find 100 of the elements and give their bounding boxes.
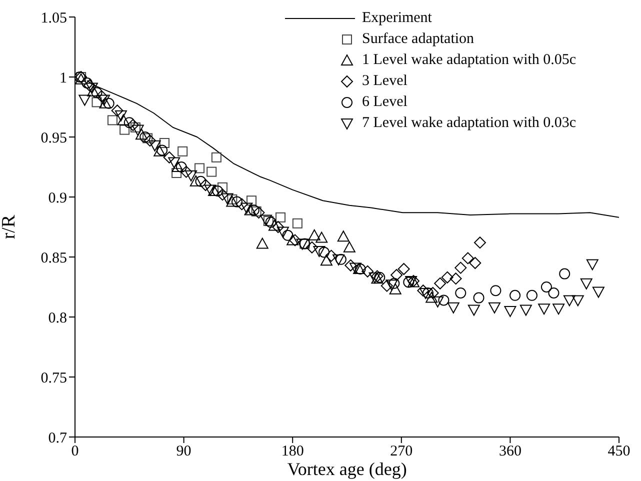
- point: [212, 186, 224, 196]
- point: [386, 280, 398, 291]
- point: [526, 290, 538, 301]
- x-tick-label: 450: [608, 444, 630, 460]
- point: [434, 277, 446, 290]
- point: [454, 262, 467, 274]
- point: [168, 157, 180, 168]
- point: [474, 236, 486, 249]
- point: [251, 206, 262, 216]
- point: [441, 271, 454, 284]
- point: [426, 287, 439, 299]
- point: [107, 115, 118, 126]
- point: [130, 122, 140, 132]
- point: [388, 278, 400, 289]
- legend-label: 6 Level: [362, 93, 408, 112]
- point: [208, 185, 220, 196]
- x-tick-label: 180: [281, 444, 304, 460]
- point: [349, 262, 362, 274]
- point: [296, 238, 308, 250]
- legend-label: 1 Level wake adaptation with 0.05c: [362, 51, 576, 70]
- point: [185, 170, 198, 182]
- point: [420, 288, 432, 299]
- point: [163, 151, 176, 164]
- legend-label: Experiment: [362, 9, 432, 28]
- point: [156, 144, 168, 156]
- point: [362, 265, 374, 278]
- point: [154, 145, 166, 156]
- point: [217, 182, 228, 192]
- point: [91, 87, 102, 98]
- point: [468, 304, 480, 316]
- x-tick-label: 270: [390, 444, 413, 460]
- point: [159, 138, 170, 148]
- point: [135, 128, 148, 140]
- point: [450, 272, 462, 285]
- point: [490, 285, 502, 296]
- point: [268, 220, 280, 231]
- point: [548, 288, 560, 298]
- point: [371, 272, 384, 284]
- point: [227, 194, 238, 204]
- point: [289, 234, 302, 246]
- point: [111, 104, 124, 117]
- point: [398, 263, 410, 275]
- point: [248, 204, 260, 216]
- point: [320, 254, 332, 266]
- point: [335, 254, 346, 265]
- point: [190, 175, 202, 186]
- point: [195, 176, 206, 187]
- point: [132, 124, 144, 136]
- point: [572, 295, 584, 306]
- point: [82, 78, 93, 88]
- point: [194, 163, 205, 174]
- point: [231, 196, 242, 208]
- point: [520, 304, 532, 316]
- point: [200, 179, 212, 191]
- point: [178, 146, 188, 156]
- y-axis-title: r/R: [0, 214, 20, 240]
- point: [180, 166, 192, 178]
- point: [252, 206, 265, 219]
- point: [488, 302, 500, 314]
- point: [236, 198, 248, 210]
- point: [263, 216, 274, 226]
- point: [344, 259, 357, 272]
- point: [226, 196, 238, 207]
- point: [563, 295, 576, 306]
- point: [286, 234, 299, 246]
- point: [117, 114, 130, 126]
- y-tick-label: 1: [60, 70, 67, 86]
- x-tick-label: 360: [498, 444, 522, 460]
- point: [103, 98, 114, 109]
- point: [292, 218, 302, 228]
- point: [504, 306, 516, 317]
- point: [172, 168, 182, 178]
- point: [78, 94, 91, 106]
- point: [316, 232, 328, 243]
- x-tick-label: 0: [71, 444, 79, 460]
- y-tick-label: 0.95: [40, 130, 67, 146]
- point: [276, 212, 286, 222]
- point: [325, 250, 338, 262]
- legend-label: 3 Level: [362, 72, 408, 91]
- point: [282, 230, 294, 241]
- point: [216, 188, 228, 201]
- point: [389, 283, 402, 294]
- point: [337, 230, 350, 242]
- point: [390, 269, 403, 281]
- point: [276, 226, 289, 238]
- point: [144, 134, 156, 147]
- point: [422, 288, 434, 298]
- point: [246, 196, 256, 206]
- legend-label: Surface adaptation: [362, 30, 474, 49]
- y-tick-label: 0.9: [48, 190, 67, 206]
- point: [403, 276, 414, 288]
- point: [380, 280, 393, 292]
- point: [374, 272, 386, 283]
- point: [211, 152, 222, 162]
- point: [120, 124, 130, 135]
- y-tick-label: 0.75: [40, 370, 67, 386]
- point: [462, 252, 474, 264]
- point: [176, 162, 187, 172]
- point: [256, 238, 268, 249]
- point: [313, 246, 326, 257]
